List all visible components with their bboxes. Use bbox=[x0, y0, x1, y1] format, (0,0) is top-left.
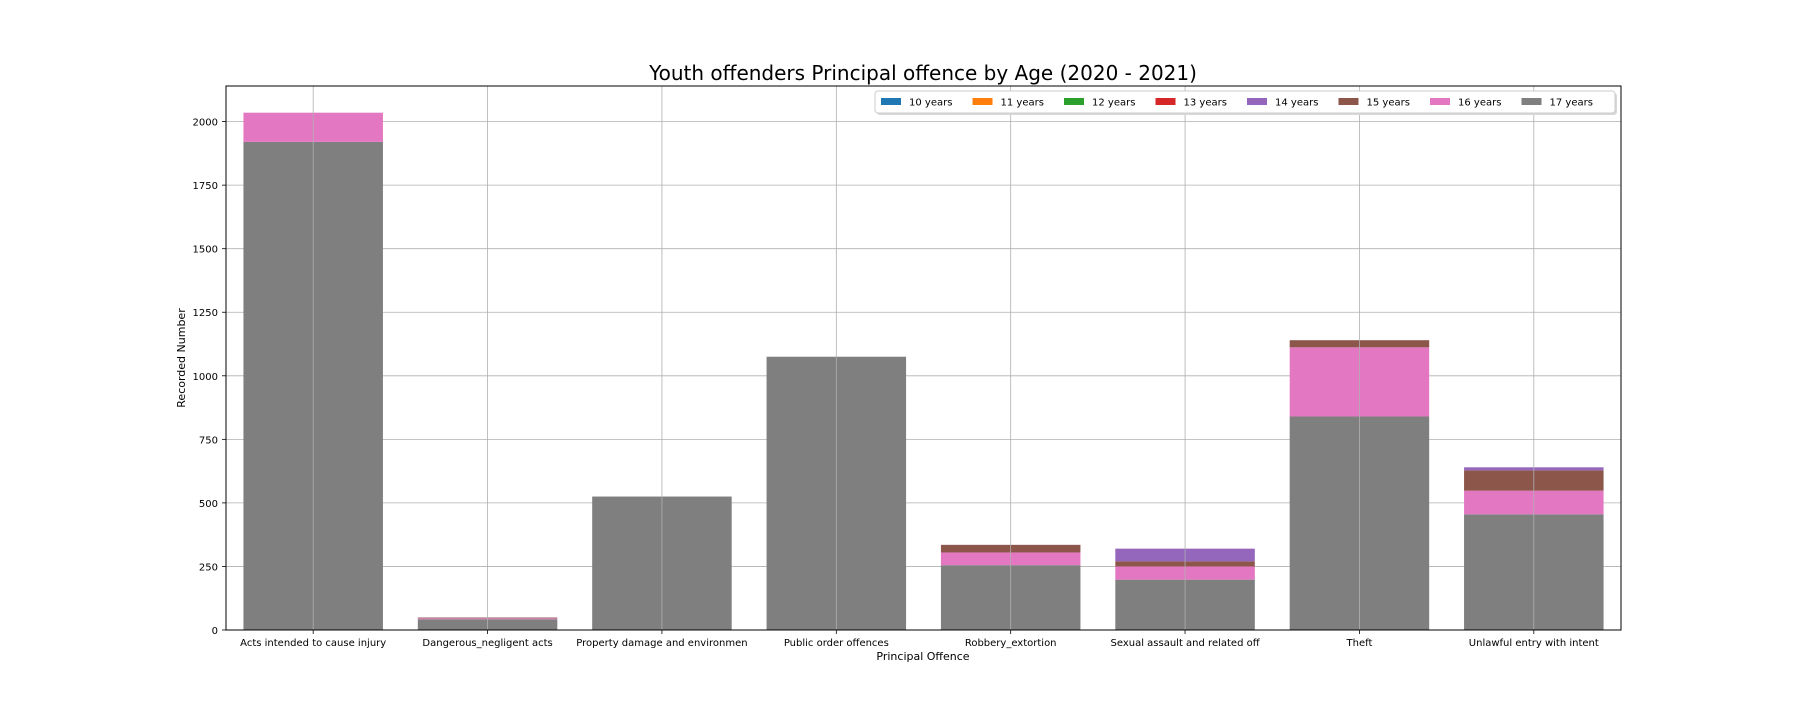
legend-swatch bbox=[1430, 98, 1450, 105]
legend-swatch bbox=[881, 98, 901, 105]
y-axis-label: Recorded Number bbox=[175, 308, 188, 408]
legend-label: 10 years bbox=[909, 98, 952, 109]
y-tick-label: 0 bbox=[212, 626, 218, 637]
y-tick-label: 1250 bbox=[193, 308, 218, 319]
y-tick-label: 500 bbox=[199, 499, 218, 510]
legend-label: 14 years bbox=[1275, 98, 1318, 109]
x-tick-label: Robbery_extortion bbox=[965, 638, 1057, 649]
x-tick-label: Public order offences bbox=[784, 638, 889, 649]
x-axis-label: Principal Offence bbox=[876, 650, 969, 663]
legend-swatch bbox=[972, 98, 993, 105]
y-tick-label: 1500 bbox=[193, 245, 218, 256]
bars bbox=[243, 112, 1604, 630]
y-tick-label: 1000 bbox=[193, 372, 218, 383]
y-tick-label: 750 bbox=[199, 435, 218, 446]
axes: 0 250 500 750 1000 1250 1500 1750 2000 Acts inten… bbox=[193, 85, 1622, 649]
legend-swatch bbox=[1338, 98, 1359, 105]
legend-swatch bbox=[1064, 98, 1084, 105]
legend-label: 16 years bbox=[1458, 98, 1501, 109]
chart-title: Youth offenders Principal offence by Age… bbox=[648, 61, 1197, 85]
x-tick-label: Sexual assault and related off bbox=[1111, 638, 1261, 649]
legend-label: 17 years bbox=[1550, 98, 1593, 109]
legend-box bbox=[874, 90, 1616, 114]
x-tick-label: Property damage and environmen bbox=[576, 638, 747, 649]
x-tick-label: Acts intended to cause injury bbox=[240, 638, 386, 649]
x-tick-label: Dangerous_negligent acts bbox=[422, 638, 552, 649]
legend-swatch bbox=[1155, 98, 1176, 105]
x-tick-label: Unlawful entry with intent bbox=[1469, 638, 1599, 649]
legend-swatch bbox=[1521, 98, 1542, 105]
legend: 10 years 11 years 12 years 13 years 14 years… bbox=[874, 90, 1617, 115]
legend-swatch bbox=[1247, 98, 1267, 105]
plot-frame bbox=[225, 85, 1622, 631]
legend-label: 13 years bbox=[1184, 98, 1227, 109]
vertical-grid-lines bbox=[312, 86, 1535, 630]
x-tick-label: Theft bbox=[1346, 638, 1373, 649]
y-tick-label: 1750 bbox=[193, 181, 218, 192]
y-tick-label: 2000 bbox=[193, 118, 218, 129]
legend-label: 11 years bbox=[1001, 98, 1044, 109]
y-tick-label: 250 bbox=[199, 562, 218, 573]
legend-label: 12 years bbox=[1092, 98, 1135, 109]
legend-label: 15 years bbox=[1367, 98, 1410, 109]
grid-lines bbox=[226, 121, 1621, 631]
